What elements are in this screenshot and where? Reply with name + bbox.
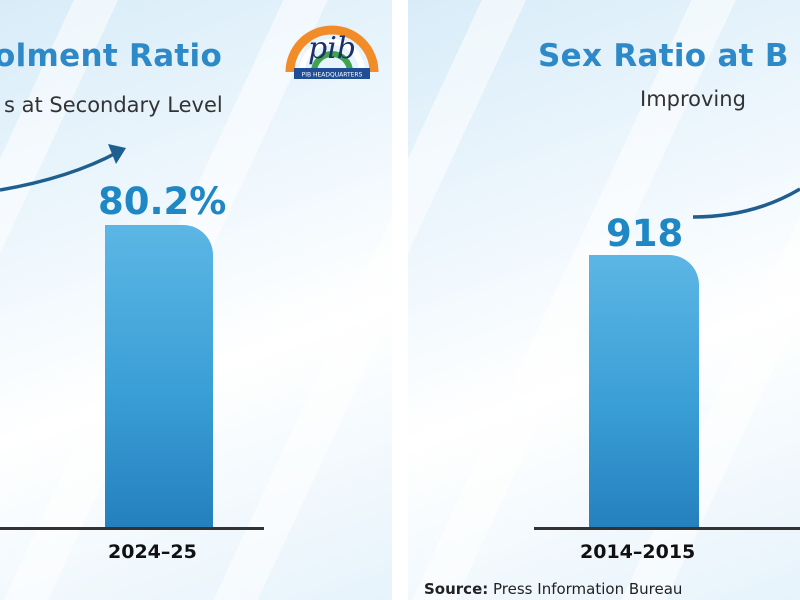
data-label: 918 (606, 212, 684, 255)
data-label: 80.2% (98, 180, 227, 223)
panel-subtitle: Improving (640, 87, 746, 111)
trend-arrow-icon (0, 144, 126, 192)
sex-ratio-panel: Sex Ratio at B Improving 918 2014–2015 S… (408, 0, 800, 600)
trend-arrow-icon (692, 187, 800, 219)
ger-panel: olment Ratio s at Secondary Level pib PI… (0, 0, 392, 600)
pib-logo-icon: pib PIB HEADQUARTERS (285, 25, 379, 79)
bar (589, 255, 699, 527)
x-tick-label: 2014–2015 (580, 541, 696, 563)
panel-title: Sex Ratio at B (538, 38, 789, 74)
x-axis-line (534, 527, 800, 530)
x-axis-line (0, 527, 264, 530)
svg-text:pib: pib (308, 31, 356, 66)
panel-subtitle: s at Secondary Level (4, 93, 223, 117)
panel-title: olment Ratio (0, 38, 223, 74)
svg-text:PIB HEADQUARTERS: PIB HEADQUARTERS (302, 72, 363, 79)
source-text: Press Information Bureau (488, 580, 683, 598)
x-tick-label: 2024–25 (108, 541, 197, 563)
source-label: Source: (424, 580, 489, 598)
bar (105, 225, 213, 527)
source-note: Source: Press Information Bureau (424, 580, 682, 598)
